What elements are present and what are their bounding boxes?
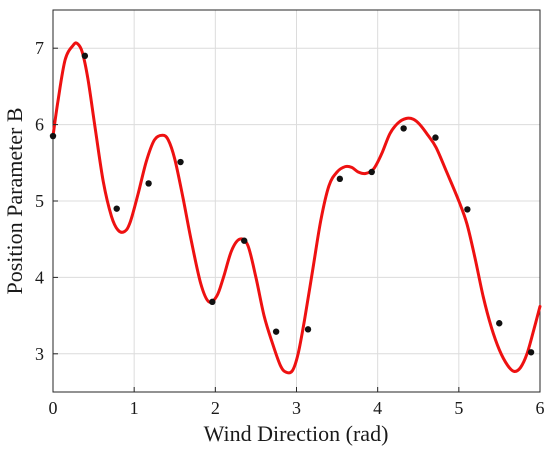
data-point [113,205,120,212]
x-axis-label: Wind Direction (rad) [204,421,389,446]
data-point [272,328,280,335]
data-point [464,206,471,213]
data-point [304,326,312,333]
data-point [49,132,57,140]
data-point [177,158,184,166]
y-tick-label: 3 [35,344,44,364]
x-tick-label: 6 [536,398,545,418]
x-tick-label: 2 [211,398,220,418]
x-tick-label: 0 [49,398,58,418]
data-point [400,125,407,132]
marker-layer [49,52,535,356]
data-point [241,237,248,244]
fit-curve [51,41,542,375]
grid [53,10,540,392]
tick-layer: 0 1 2 3 4 5 6 3 4 5 6 7 [35,38,545,418]
data-point [368,168,375,176]
x-tick-label: 1 [130,398,139,418]
data-point [496,320,503,327]
y-tick-label: 6 [35,115,44,135]
y-axis-label: Position Parameter B [2,108,27,295]
y-tick-label: 5 [35,191,44,211]
data-point [209,298,216,306]
x-tick-label: 5 [454,398,463,418]
data-point [432,134,439,141]
y-tick-label: 7 [35,38,44,58]
data-point [81,52,89,60]
data-point [336,175,344,183]
x-tick-label: 3 [292,398,301,418]
data-point [145,180,152,187]
curve-layer [51,41,542,375]
y-tick-label: 4 [35,267,44,287]
x-tick-label: 4 [373,398,382,418]
data-point [527,349,535,356]
